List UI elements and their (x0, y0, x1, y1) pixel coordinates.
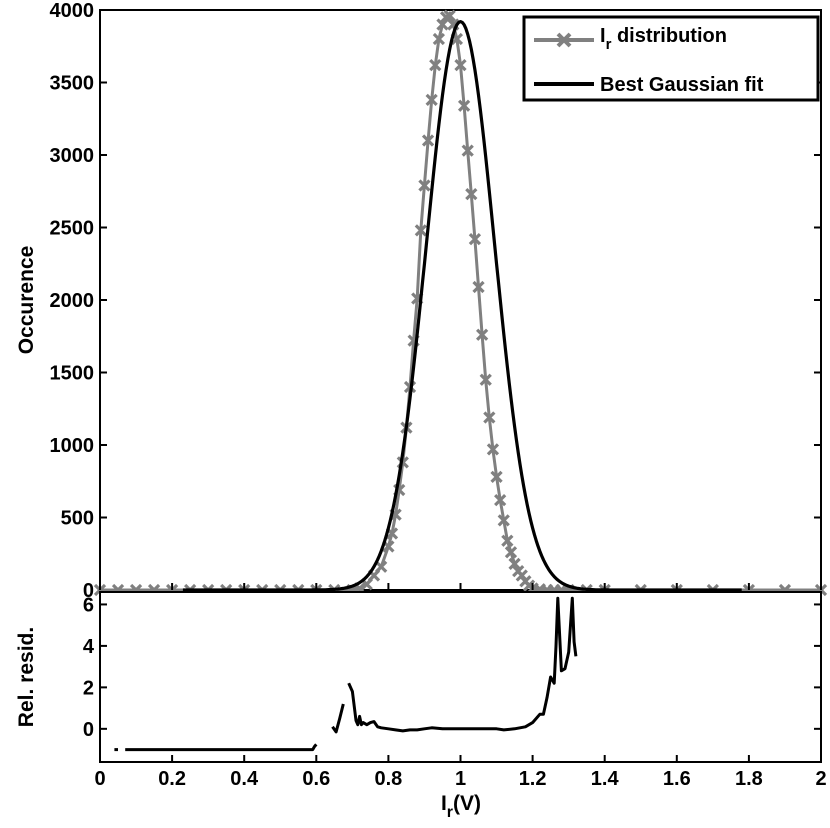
x-tick-label: 0.8 (374, 768, 402, 790)
x-tick-label: 1 (455, 768, 466, 790)
main-plot-frame (99, 9, 822, 591)
residual-line-segment (347, 596, 578, 733)
main-y-axis: 0 500 1000 1500 2000 2500 3000 3500 4000 (50, 0, 821, 602)
main-y-axis-label: Occurence (15, 246, 38, 355)
residual-y-axis: 0 2 4 6 (83, 594, 821, 741)
x-tick-label: 0.4 (230, 768, 259, 790)
distribution-marker (475, 328, 489, 341)
residual-plot-panel: 0 2 4 6 Rel. resid. (15, 591, 822, 763)
main-y-tick-label: 0 (83, 580, 94, 602)
residual-y-tick-label: 0 (83, 719, 94, 741)
distribution-marker (461, 144, 474, 157)
residual-line-segment (125, 743, 318, 752)
distribution-marker (414, 224, 427, 237)
distribution-marker (497, 514, 510, 527)
distribution-marker (429, 58, 442, 72)
x-tick-label: 1.4 (591, 768, 620, 790)
distribution-marker (504, 546, 518, 559)
main-y-tick-label: 4000 (50, 0, 95, 22)
x-tick-label: 0.2 (158, 768, 186, 790)
residual-y-axis-label: Rel. resid. (15, 627, 38, 727)
legend-label-distribution: Ir distribution (600, 25, 727, 53)
distribution-marker (454, 58, 467, 72)
legend-label-gaussian-fit: Best Gaussian fit (600, 74, 764, 96)
gaussian-fit-line (182, 20, 742, 592)
legend-box (522, 15, 820, 102)
legend-swatch-distribution-marker (556, 32, 572, 48)
x-tick-label: 0.6 (302, 768, 330, 790)
main-y-tick-label: 1500 (50, 363, 95, 385)
distribution-marker (425, 93, 438, 107)
main-y-tick-label: 2000 (50, 290, 95, 312)
residual-y-tick-label: 6 (83, 594, 94, 616)
x-tick-label: 2 (815, 768, 826, 790)
distribution-marker (479, 373, 492, 386)
distribution-marker (486, 443, 500, 456)
main-y-tick-label: 2500 (50, 218, 95, 240)
legend-entry-distribution: Ir distribution (534, 25, 727, 53)
legend-entry-gaussian-fit: Best Gaussian fit (534, 74, 764, 96)
x-tick-label: 1.6 (663, 768, 691, 790)
main-y-tick-label: 1000 (50, 435, 95, 457)
distribution-marker (465, 188, 478, 201)
distribution-marker (375, 560, 388, 573)
x-axis-label: Ir(V) (441, 792, 481, 821)
distribution-marker (494, 493, 507, 507)
residual-y-tick-label: 2 (83, 677, 94, 699)
distribution-marker (443, 9, 456, 22)
distribution-marker (418, 179, 431, 192)
x-tick-label: 1.8 (735, 768, 763, 790)
residual-series-layer (114, 596, 578, 752)
residual-line-segment (331, 703, 345, 734)
distribution-marker (468, 232, 482, 246)
distribution-marker (490, 470, 503, 484)
x-tick-label: 1.2 (519, 768, 547, 790)
distribution-marker (472, 280, 485, 294)
distribution-marker (501, 534, 514, 547)
main-y-tick-label: 3500 (50, 73, 95, 95)
residual-plot-frame (99, 591, 822, 763)
distribution-marker (457, 99, 471, 112)
main-y-tick-label: 500 (61, 508, 94, 530)
distribution-marker (508, 557, 521, 571)
legend: Ir distribution Best Gaussian fit (522, 15, 820, 102)
x-axis: 0 0.2 0.4 0.6 0.8 1 1.2 1.4 1.6 1.8 2 (94, 583, 827, 790)
distribution-marker (432, 32, 446, 46)
distribution-marker (483, 411, 496, 424)
main-y-tick-label: 3000 (50, 145, 95, 167)
x-tick-label: 0 (94, 768, 105, 790)
distribution-marker (421, 134, 435, 147)
residual-y-tick-label: 4 (83, 636, 95, 658)
